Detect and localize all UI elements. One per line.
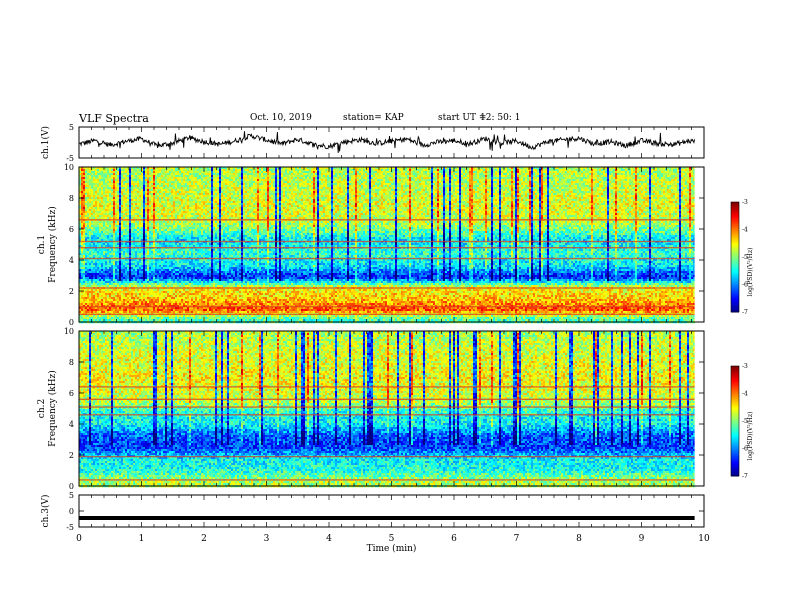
ch1-spectrogram-tick-label: 4: [69, 256, 74, 265]
ch3-waveform-tick-label: 5: [69, 491, 74, 500]
x-tick-label: 10: [698, 534, 710, 544]
x-tick-label: 7: [514, 534, 520, 544]
ch1-waveform-tick-label: -5: [66, 154, 74, 163]
ch1-spectrogram-line-emission: [79, 258, 695, 259]
ch2-spectrogram-tick-label: 8: [69, 358, 74, 367]
ch2-spectrogram-tick-label: 2: [69, 451, 74, 460]
ch1-spectrogram-line-emission: [79, 219, 695, 220]
x-tick-label: 4: [326, 534, 332, 544]
ch2-spectrogram-line-emission: [79, 479, 695, 480]
ch1-spectrogram-line-emission: [79, 241, 695, 242]
ch1-spectrogram-tick-label: 10: [64, 163, 74, 172]
x-tick-label: 0: [76, 534, 82, 544]
x-tick-label: 8: [576, 534, 582, 544]
x-tick-label: 9: [639, 534, 645, 544]
ch2-spectrogram-line-emission: [79, 456, 695, 457]
x-tick-label: 5: [389, 534, 395, 544]
ch1-spectrogram-line-emission: [79, 247, 695, 248]
ch1-spectrogram-line-emission: [79, 287, 695, 288]
ch1-spectrogram-image: [79, 167, 695, 323]
ch3-waveform-ylabel: ch.3(V): [40, 495, 51, 528]
x-tick-label: 2: [201, 534, 207, 544]
ch2-spectrogram-channel-label: ch.2: [37, 399, 47, 418]
ch2-spectrogram-image: [79, 331, 695, 487]
ch2-spectrogram-line-emission: [79, 406, 695, 407]
ch2-spectrogram-tick-label: 6: [69, 389, 74, 398]
x-tick-label: 6: [451, 534, 457, 544]
colorbar-tick-label: -7: [742, 473, 748, 480]
ch2-spectrogram-line-emission: [79, 399, 695, 400]
ch1-spectrogram-ylabel: Frequency (kHz): [47, 206, 58, 283]
ch2-spectrogram-tick-label: 0: [69, 482, 74, 491]
ch1-waveform-series: [79, 131, 695, 153]
x-tick-label: 1: [139, 534, 145, 544]
ch1-spectrogram-line-emission: [79, 306, 695, 307]
ch2-spectrogram-tick-label: 4: [69, 420, 74, 429]
colorbar-label: log(PSD)(V²/Hz): [747, 248, 754, 297]
ch2-spectrogram-ylabel: Frequency (kHz): [47, 370, 58, 447]
x-axis-label: Time (min): [367, 543, 417, 554]
ch1-spectrogram-tick-label: 6: [69, 225, 74, 234]
colorbar-tick-label: -7: [742, 309, 748, 316]
colorbar-label: log(PSD)(V²/Hz): [747, 412, 754, 461]
ch1-spectrogram-line-emission: [79, 314, 695, 315]
ch1-spectrogram-tick-label: 2: [69, 287, 74, 296]
colorbar-tick-label: -4: [742, 227, 748, 234]
ch2-spectrogram-line-emission: [79, 386, 695, 387]
ch1-spectrogram-tick-label: 0: [69, 318, 74, 327]
colorbar-tick-label: -3: [742, 199, 748, 206]
ch3-waveform-tick-label: 0: [69, 507, 74, 516]
ch1-waveform-tick-label: 5: [69, 123, 74, 132]
ch2-spectrogram-line-emission: [79, 414, 695, 415]
colorbar-tick-label: -3: [742, 363, 748, 370]
x-tick-label: 3: [264, 534, 270, 544]
ch1-waveform-ylabel: ch.1(V): [40, 126, 51, 159]
ch2-spectrogram-tick-label: 10: [64, 327, 74, 336]
colorbar-tick-label: -4: [742, 391, 748, 398]
ch3-waveform-tick-label: -5: [66, 523, 74, 532]
ch1-spectrogram-channel-label: ch.1: [37, 235, 47, 254]
ch1-spectrogram-tick-label: 8: [69, 194, 74, 203]
